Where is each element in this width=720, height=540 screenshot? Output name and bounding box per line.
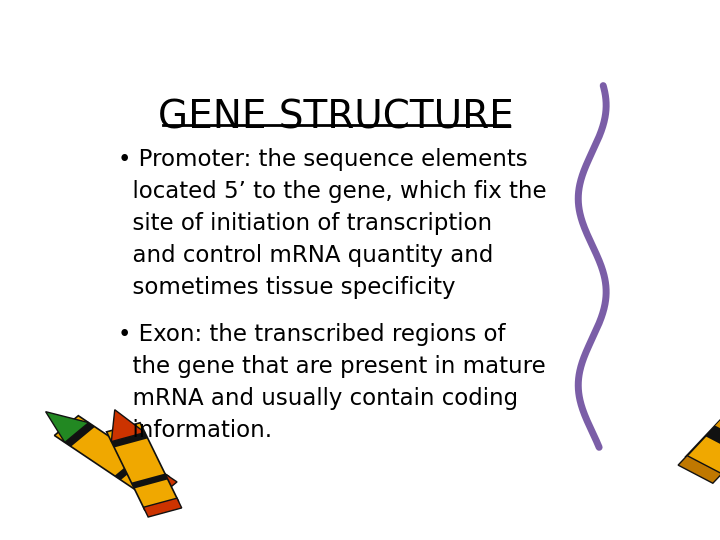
Text: GENE STRUCTURE: GENE STRUCTURE — [158, 98, 513, 136]
FancyBboxPatch shape — [114, 456, 145, 480]
FancyBboxPatch shape — [112, 433, 148, 448]
Polygon shape — [45, 411, 89, 442]
FancyBboxPatch shape — [107, 423, 179, 510]
FancyBboxPatch shape — [678, 456, 720, 483]
FancyBboxPatch shape — [710, 426, 720, 449]
FancyBboxPatch shape — [715, 379, 720, 444]
FancyBboxPatch shape — [686, 368, 720, 475]
FancyBboxPatch shape — [131, 474, 168, 489]
Text: • Exon: the transcribed regions of
  the gene that are present in mature
  mRNA : • Exon: the transcribed regions of the g… — [118, 322, 546, 442]
FancyBboxPatch shape — [65, 423, 95, 447]
FancyBboxPatch shape — [143, 498, 181, 517]
Text: • Promoter: the sequence elements
  located 5’ to the gene, which fix the
  site: • Promoter: the sequence elements locate… — [118, 148, 546, 299]
FancyBboxPatch shape — [55, 416, 169, 497]
FancyBboxPatch shape — [143, 475, 177, 502]
FancyBboxPatch shape — [706, 430, 720, 454]
Polygon shape — [112, 410, 145, 442]
